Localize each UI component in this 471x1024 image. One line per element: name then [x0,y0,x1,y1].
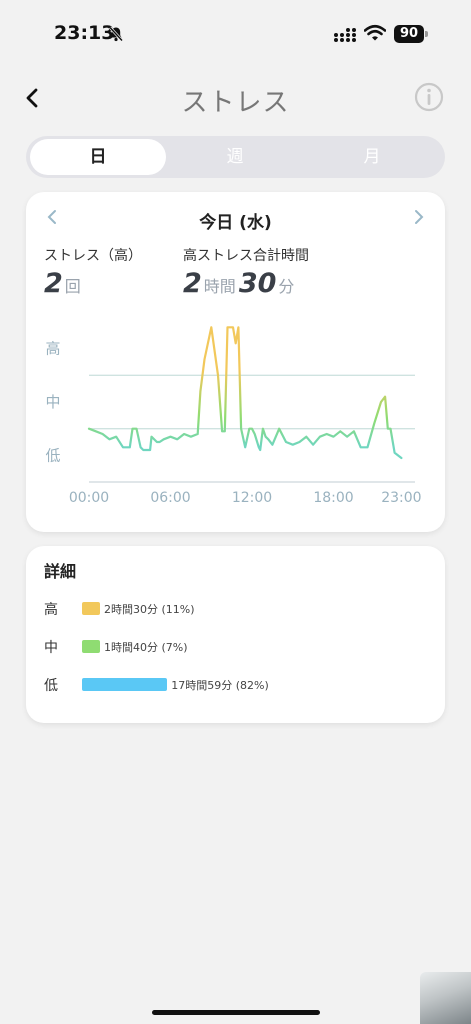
next-day-button[interactable] [411,206,427,228]
high-stress-duration-label: 高ストレス合計時間 [183,248,309,264]
signal-icon [334,28,356,42]
x-tick-label: 12:00 [232,490,272,506]
hours-unit: 時間 [203,277,236,296]
detail-row: 低 17時間59分 (82%) [26,675,445,695]
chart-x-labels: 00:00 06:00 12:00 18:00 23:00 [69,490,422,506]
detail-level-label: 中 [44,640,58,656]
x-tick-label: 00:00 [69,490,109,506]
detail-bar [82,602,100,615]
stress-series-line [87,326,403,460]
tab-month[interactable]: 月 [363,147,381,167]
y-level-label: 高 [45,340,60,358]
y-level-label: 低 [45,446,60,464]
chart-y-labels: 高中低 [45,340,60,465]
tab-day[interactable]: 日 [30,139,166,175]
detail-duration-text: 17時間59分 (82%) [171,679,269,692]
detail-bar [82,640,100,653]
x-tick-label: 23:00 [381,490,421,506]
wifi-icon [364,24,386,41]
x-tick-label: 06:00 [150,490,190,506]
high-stress-count-label: ストレス（高） [44,248,142,264]
battery-tip [425,31,428,37]
x-tick-label: 18:00 [313,490,353,506]
info-icon[interactable] [414,82,444,112]
y-level-label: 中 [45,393,60,411]
count-value: 2 [44,268,63,299]
previous-day-button[interactable] [44,206,60,228]
detail-card: 詳細 高 2時間30分 (11%) 中 1時間40分 (7%) 低 17時間59分 (82… [26,546,445,723]
navigation-bar: ストレス [0,76,471,120]
tab-week[interactable]: 週 [226,147,244,167]
date-title: 今日 (水) [199,213,272,233]
detail-level-label: 高 [44,602,58,618]
period-tabs: 日 週 月 [26,136,445,178]
detail-bar [82,678,168,691]
detail-title: 詳細 [44,562,77,581]
stress-line-chart: 高中低 00:00 06:00 12:00 18:00 23:00 [45,326,422,506]
detail-duration-text: 1時間40分 (7%) [104,641,188,654]
back-button[interactable] [18,82,46,114]
high-stress-duration: 2 時間 30 分 [183,268,297,299]
thumbnail-image[interactable] [420,972,471,1024]
silent-bell-icon [108,26,124,42]
detail-duration-text: 2時間30分 (11%) [104,603,195,616]
detail-level-label: 低 [44,678,58,694]
home-indicator[interactable] [152,1010,320,1015]
count-unit: 回 [64,277,81,296]
hours-value: 2 [183,268,202,299]
status-time: 23:13 [54,22,115,44]
detail-row: 中 1時間40分 (7%) [26,637,445,657]
battery-indicator: 90 [394,25,424,43]
minutes-value: 30 [238,268,277,299]
detail-row: 高 2時間30分 (11%) [26,599,445,619]
page-title: ストレス [181,88,290,118]
status-bar: 23:13 90 [0,0,471,60]
minutes-unit: 分 [278,277,295,296]
